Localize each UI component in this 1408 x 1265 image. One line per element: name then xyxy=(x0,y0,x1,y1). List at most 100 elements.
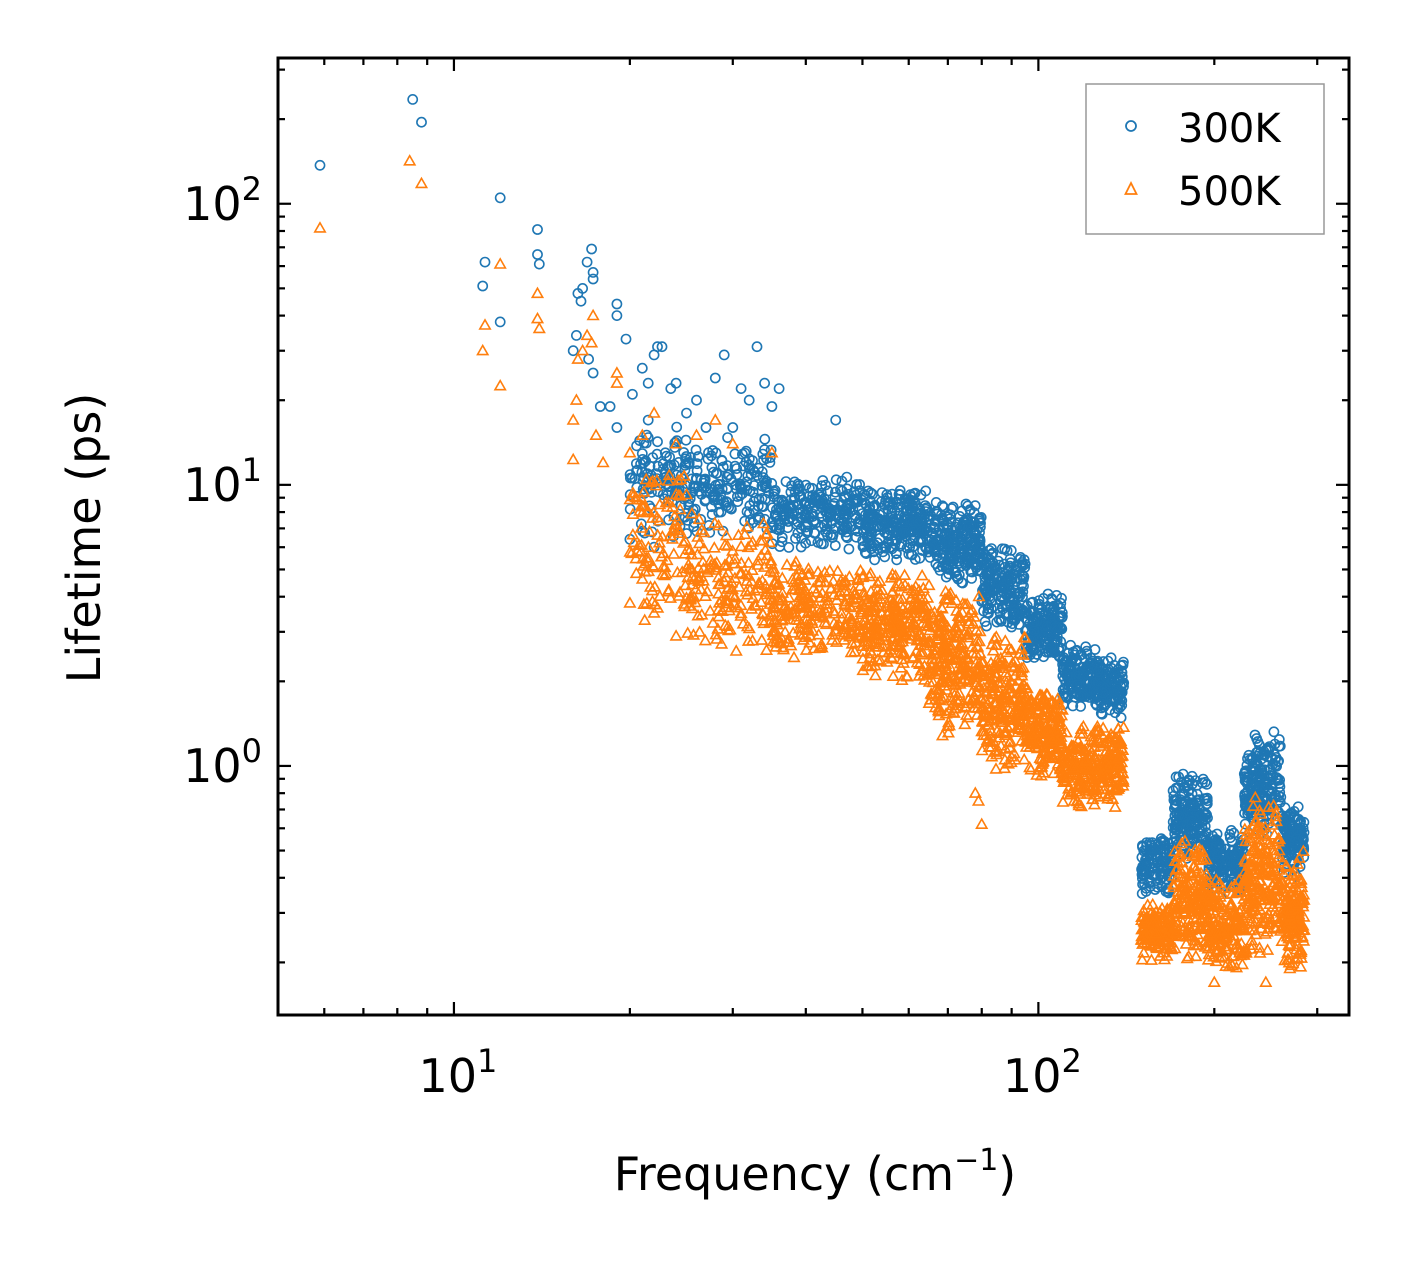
data-point xyxy=(700,422,712,433)
data-point xyxy=(1018,631,1032,643)
data-point xyxy=(873,574,887,587)
data-point xyxy=(1292,801,1304,813)
data-point xyxy=(1267,843,1281,856)
data-point xyxy=(857,541,869,553)
data-point xyxy=(833,585,847,597)
data-point xyxy=(494,316,506,328)
data-point xyxy=(751,577,766,590)
data-point xyxy=(803,482,815,494)
data-point xyxy=(1239,771,1251,783)
data-point xyxy=(980,710,995,722)
data-point xyxy=(1260,845,1274,858)
data-point xyxy=(1245,843,1259,855)
data-point xyxy=(685,451,696,463)
data-point xyxy=(1029,625,1040,636)
data-point xyxy=(1210,841,1222,852)
data-point xyxy=(1284,834,1295,846)
data-point xyxy=(718,349,730,361)
data-point xyxy=(884,593,898,606)
data-point xyxy=(955,663,969,675)
data-point xyxy=(1057,611,1068,622)
data-point xyxy=(634,498,649,511)
data-point xyxy=(929,643,943,655)
data-point xyxy=(1045,640,1057,652)
data-point xyxy=(976,701,990,714)
data-point xyxy=(642,414,654,426)
data-point xyxy=(786,607,800,619)
data-point xyxy=(941,524,953,535)
data-point xyxy=(587,367,599,379)
data-point xyxy=(842,570,856,582)
data-point xyxy=(683,456,695,468)
data-point xyxy=(1248,790,1262,803)
data-point xyxy=(1206,904,1220,916)
data-point xyxy=(1074,760,1089,773)
data-point xyxy=(667,522,682,535)
data-point xyxy=(756,492,768,504)
data-point xyxy=(1042,724,1056,737)
data-point xyxy=(952,619,966,631)
data-point xyxy=(877,645,891,657)
data-point xyxy=(659,447,671,459)
data-point xyxy=(991,676,1006,689)
data-point xyxy=(767,502,778,514)
data-point xyxy=(998,594,1010,606)
data-point xyxy=(977,728,991,741)
data-point xyxy=(973,624,987,637)
data-point xyxy=(1188,848,1202,861)
data-point xyxy=(1093,739,1108,751)
data-point xyxy=(948,677,962,690)
data-point xyxy=(769,640,783,652)
data-point xyxy=(1000,599,1011,611)
data-point xyxy=(912,627,926,640)
data-point xyxy=(1016,648,1030,660)
data-point xyxy=(693,625,707,637)
data-point xyxy=(681,542,695,555)
data-point xyxy=(756,516,771,529)
data-point xyxy=(738,527,752,540)
data-point xyxy=(826,628,840,640)
data-point xyxy=(1056,765,1070,777)
data-point xyxy=(887,639,901,652)
data-point xyxy=(1017,586,1029,598)
data-point xyxy=(889,602,903,614)
data-point xyxy=(813,639,828,652)
data-point xyxy=(1143,932,1157,945)
data-point xyxy=(1104,782,1118,795)
data-point xyxy=(1147,845,1158,857)
data-point xyxy=(989,762,1003,774)
data-point xyxy=(834,606,849,619)
data-point xyxy=(663,591,678,603)
data-point xyxy=(1001,757,1015,769)
data-point xyxy=(1203,939,1217,952)
data-point xyxy=(1188,843,1202,855)
data-point xyxy=(892,640,906,653)
data-point xyxy=(1037,711,1051,724)
data-point xyxy=(963,555,975,567)
data-point xyxy=(1264,763,1276,775)
data-point xyxy=(656,567,670,580)
data-point xyxy=(1067,794,1081,806)
data-point xyxy=(637,597,651,610)
data-point xyxy=(867,501,879,513)
data-point xyxy=(972,589,986,602)
data-point xyxy=(989,697,1003,709)
data-point xyxy=(1213,951,1227,963)
data-point xyxy=(1219,908,1233,920)
data-point xyxy=(672,526,686,539)
data-point xyxy=(1024,694,1038,707)
data-point xyxy=(1220,930,1234,943)
data-point xyxy=(801,562,816,574)
data-point xyxy=(887,521,899,533)
data-point xyxy=(1279,847,1290,858)
data-point xyxy=(800,521,812,533)
data-point xyxy=(778,496,790,508)
data-point xyxy=(635,572,649,584)
data-point xyxy=(1020,720,1034,733)
data-point xyxy=(800,499,811,511)
data-point xyxy=(860,605,874,617)
data-point xyxy=(1025,705,1039,718)
data-point xyxy=(816,480,828,492)
data-point xyxy=(1039,702,1053,715)
